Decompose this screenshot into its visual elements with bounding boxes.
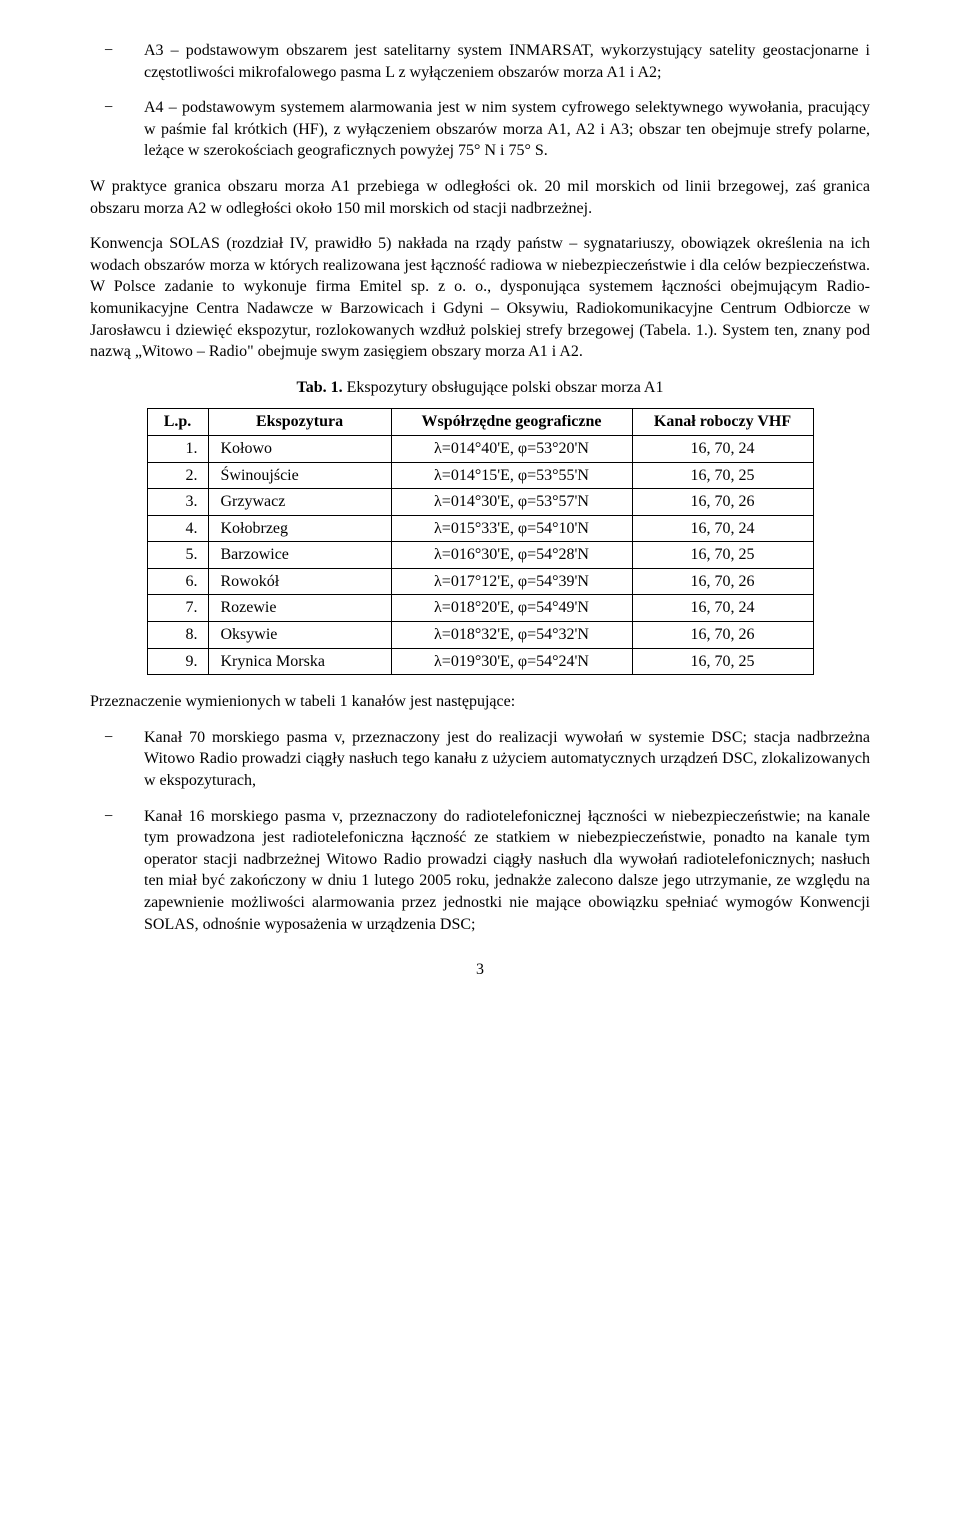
table-cell: 16, 70, 24 [632, 595, 813, 622]
table-row: 4.Kołobrzegλ=015°33'E, φ=54°10'N16, 70, … [147, 515, 813, 542]
table-cell: 16, 70, 25 [632, 462, 813, 489]
table-cell: 9. [147, 648, 208, 675]
table-cell: Świnoujście [208, 462, 391, 489]
table-cell: 8. [147, 622, 208, 649]
table-cell: Rozewie [208, 595, 391, 622]
caption-prefix: Tab. 1. [297, 379, 347, 396]
table-body: 1.Kołowoλ=014°40'E, φ=53°20'N16, 70, 242… [147, 435, 813, 674]
table-cell: 1. [147, 435, 208, 462]
table-cell: Grzywacz [208, 489, 391, 516]
table-cell: Kołowo [208, 435, 391, 462]
table-row: 2.Świnoujścieλ=014°15'E, φ=53°55'N16, 70… [147, 462, 813, 489]
table-cell: 16, 70, 25 [632, 648, 813, 675]
table-cell: λ=014°15'E, φ=53°55'N [391, 462, 632, 489]
caption-text: Ekspozytury obsługujące polski obszar mo… [347, 379, 664, 396]
table-row: 5.Barzowiceλ=016°30'E, φ=54°28'N16, 70, … [147, 542, 813, 569]
table-cell: λ=018°32'E, φ=54°32'N [391, 622, 632, 649]
table-cell: Kołobrzeg [208, 515, 391, 542]
col-channel: Kanał roboczy VHF [632, 409, 813, 436]
table-row: 1.Kołowoλ=014°40'E, φ=53°20'N16, 70, 24 [147, 435, 813, 462]
bullet-dash-icon: − [90, 806, 144, 936]
bullet-text: Kanał 70 morskiego pasma v, przeznaczony… [144, 727, 870, 792]
paragraph: Przeznaczenie wymienionych w tabeli 1 ka… [90, 691, 870, 713]
bullet-text: A4 – podstawowym systemem alarmowania je… [144, 97, 870, 162]
col-lp: L.p. [147, 409, 208, 436]
bottom-bullet-list: − Kanał 70 morskiego pasma v, przeznaczo… [90, 727, 870, 935]
table-row: 3.Grzywaczλ=014°30'E, φ=53°57'N16, 70, 2… [147, 489, 813, 516]
list-item: − A4 – podstawowym systemem alarmowania … [90, 97, 870, 162]
top-bullet-list: − A3 – podstawowym obszarem jest satelit… [90, 40, 870, 162]
col-ekspozytura: Ekspozytura [208, 409, 391, 436]
table-cell: 3. [147, 489, 208, 516]
col-coords: Współrzędne geograficzne [391, 409, 632, 436]
table-row: 6.Rowokółλ=017°12'E, φ=54°39'N16, 70, 26 [147, 568, 813, 595]
table-cell: 5. [147, 542, 208, 569]
table-header-row: L.p. Ekspozytura Współrzędne geograficzn… [147, 409, 813, 436]
table-row: 9.Krynica Morskaλ=019°30'E, φ=54°24'N16,… [147, 648, 813, 675]
table-cell: λ=019°30'E, φ=54°24'N [391, 648, 632, 675]
table-cell: 16, 70, 25 [632, 542, 813, 569]
bullet-dash-icon: − [90, 40, 144, 83]
table-cell: Oksywie [208, 622, 391, 649]
table-cell: 4. [147, 515, 208, 542]
table-cell: 16, 70, 24 [632, 515, 813, 542]
bullet-text: A3 – podstawowym obszarem jest satelitar… [144, 40, 870, 83]
table-cell: 16, 70, 26 [632, 489, 813, 516]
table-cell: 6. [147, 568, 208, 595]
page-number: 3 [90, 959, 870, 981]
paragraph: W praktyce granica obszaru morza A1 prze… [90, 176, 870, 219]
paragraph: Konwencja SOLAS (rozdział IV, prawidło 5… [90, 233, 870, 363]
table-cell: λ=017°12'E, φ=54°39'N [391, 568, 632, 595]
table-cell: λ=018°20'E, φ=54°49'N [391, 595, 632, 622]
table-row: 7.Rozewieλ=018°20'E, φ=54°49'N16, 70, 24 [147, 595, 813, 622]
ekspozytury-table: L.p. Ekspozytura Współrzędne geograficzn… [147, 408, 814, 675]
table-cell: Krynica Morska [208, 648, 391, 675]
table-cell: Rowokół [208, 568, 391, 595]
list-item: − Kanał 16 morskiego pasma v, przeznaczo… [90, 806, 870, 936]
list-item: − A3 – podstawowym obszarem jest satelit… [90, 40, 870, 83]
table-cell: 7. [147, 595, 208, 622]
table-cell: 16, 70, 26 [632, 568, 813, 595]
table-cell: 2. [147, 462, 208, 489]
table-caption: Tab. 1. Ekspozytury obsługujące polski o… [90, 377, 870, 399]
table-cell: λ=014°30'E, φ=53°57'N [391, 489, 632, 516]
list-item: − Kanał 70 morskiego pasma v, przeznaczo… [90, 727, 870, 792]
table-cell: 16, 70, 24 [632, 435, 813, 462]
table-cell: λ=014°40'E, φ=53°20'N [391, 435, 632, 462]
bullet-dash-icon: − [90, 727, 144, 792]
table-cell: 16, 70, 26 [632, 622, 813, 649]
table-cell: Barzowice [208, 542, 391, 569]
table-row: 8.Oksywieλ=018°32'E, φ=54°32'N16, 70, 26 [147, 622, 813, 649]
bullet-dash-icon: − [90, 97, 144, 162]
table-cell: λ=015°33'E, φ=54°10'N [391, 515, 632, 542]
bullet-text: Kanał 16 morskiego pasma v, przeznaczony… [144, 806, 870, 936]
table-cell: λ=016°30'E, φ=54°28'N [391, 542, 632, 569]
